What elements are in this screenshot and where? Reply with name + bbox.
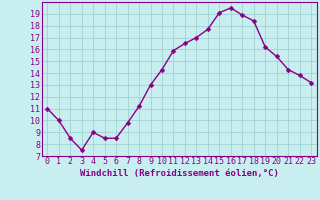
X-axis label: Windchill (Refroidissement éolien,°C): Windchill (Refroidissement éolien,°C) xyxy=(80,169,279,178)
